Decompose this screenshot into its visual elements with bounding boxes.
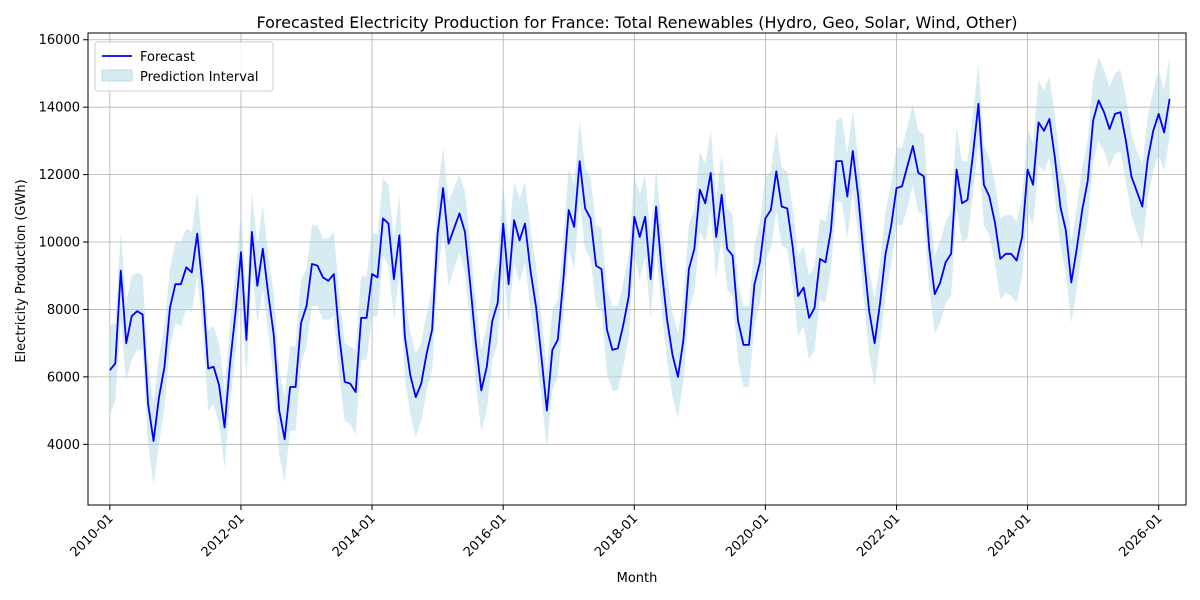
y-tick-label: 14000 [39, 101, 80, 116]
y-tick-label: 4000 [47, 438, 80, 453]
x-tick-label: 2018-01 [592, 511, 641, 560]
axis-ticks [83, 39, 1160, 510]
chart-title: Forecasted Electricity Production for Fr… [256, 13, 1017, 32]
x-tick-label: 2020-01 [723, 511, 772, 560]
plot-frame [87, 32, 1187, 506]
y-axis-title: Electricity Production (GWh) [14, 179, 29, 362]
x-tick-label: 2012-01 [199, 511, 248, 560]
legend-interval-swatch [101, 69, 133, 82]
y-tick-label: 8000 [47, 303, 80, 318]
y-tick-label: 12000 [39, 168, 80, 183]
y-tick-label: 10000 [39, 236, 80, 251]
x-tick-label: 2016-01 [461, 511, 510, 560]
prediction-interval-band [109, 56, 1170, 485]
y-tick-labels: 4000 6000 8000 10000 12000 14000 16000 [39, 33, 80, 453]
y-tick-label: 16000 [39, 33, 80, 48]
x-tick-labels: 2010-01 2012-01 2014-01 2016-01 2018-01 2020-… [68, 511, 1166, 560]
x-tick-label: 2022-01 [854, 511, 903, 560]
x-tick-label: 2026-01 [1116, 511, 1165, 560]
forecast-line [109, 98, 1171, 442]
legend-interval-label: Prediction Interval [140, 70, 259, 85]
x-tick-label: 2010-01 [68, 511, 117, 560]
x-axis-title: Month [617, 571, 658, 586]
legend-forecast-label: Forecast [140, 50, 195, 65]
x-tick-label: 2024-01 [985, 511, 1034, 560]
x-tick-label: 2014-01 [330, 511, 379, 560]
legend-box [94, 41, 274, 92]
legend: Forecast Prediction Interval [94, 41, 274, 92]
y-tick-label: 6000 [47, 370, 80, 385]
